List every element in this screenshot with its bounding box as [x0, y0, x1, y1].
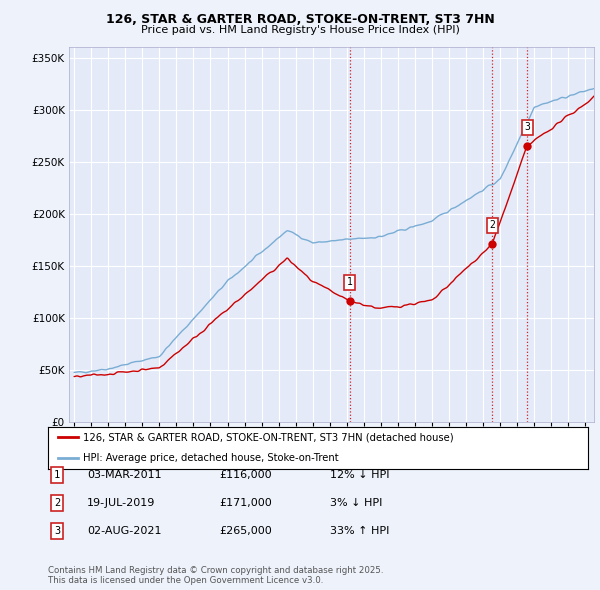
Text: 2: 2 [54, 498, 60, 507]
Text: 12% ↓ HPI: 12% ↓ HPI [330, 470, 389, 480]
Text: 126, STAR & GARTER ROAD, STOKE-ON-TRENT, ST3 7HN: 126, STAR & GARTER ROAD, STOKE-ON-TRENT,… [106, 13, 494, 26]
Text: 33% ↑ HPI: 33% ↑ HPI [330, 526, 389, 536]
Text: 126, STAR & GARTER ROAD, STOKE-ON-TRENT, ST3 7HN (detached house): 126, STAR & GARTER ROAD, STOKE-ON-TRENT,… [83, 432, 454, 442]
Text: £171,000: £171,000 [219, 498, 272, 507]
Text: 1: 1 [347, 277, 353, 287]
Text: 1: 1 [54, 470, 60, 480]
Text: 03-MAR-2011: 03-MAR-2011 [87, 470, 161, 480]
Text: 3% ↓ HPI: 3% ↓ HPI [330, 498, 382, 507]
Text: 3: 3 [54, 526, 60, 536]
Text: HPI: Average price, detached house, Stoke-on-Trent: HPI: Average price, detached house, Stok… [83, 454, 339, 463]
Text: 02-AUG-2021: 02-AUG-2021 [87, 526, 161, 536]
Text: Contains HM Land Registry data © Crown copyright and database right 2025.
This d: Contains HM Land Registry data © Crown c… [48, 566, 383, 585]
Text: £116,000: £116,000 [219, 470, 272, 480]
Text: 2: 2 [490, 220, 496, 230]
Text: Price paid vs. HM Land Registry's House Price Index (HPI): Price paid vs. HM Land Registry's House … [140, 25, 460, 35]
Text: £265,000: £265,000 [219, 526, 272, 536]
Text: 19-JUL-2019: 19-JUL-2019 [87, 498, 155, 507]
Text: 3: 3 [524, 122, 530, 132]
